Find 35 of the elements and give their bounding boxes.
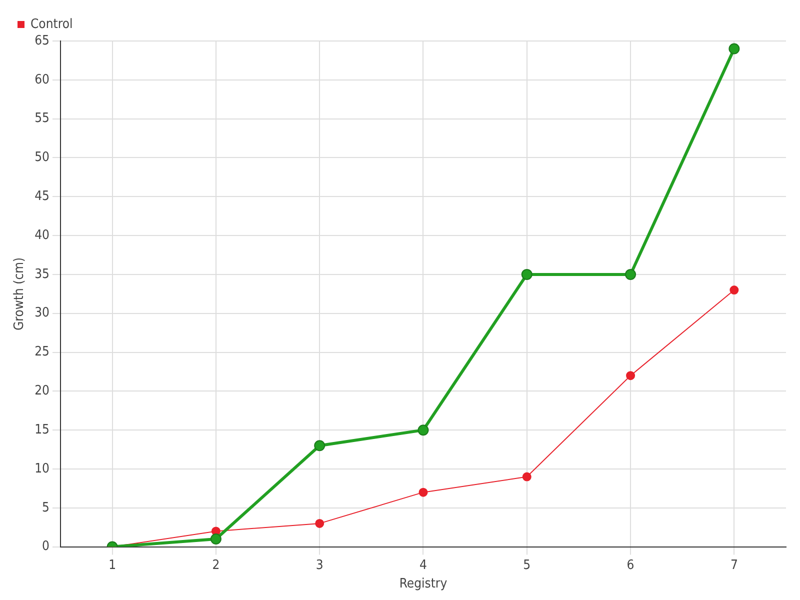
y-tick-label: 15 [34, 422, 50, 438]
y-axis-title: Growth (cm) [12, 257, 28, 330]
point [315, 518, 324, 528]
point [314, 440, 326, 452]
point [521, 268, 532, 280]
y-tick-label: 20 [34, 384, 50, 399]
y-tick-label: 0 [42, 539, 50, 554]
point [210, 534, 222, 545]
y-tick-label: 10 [34, 461, 50, 476]
x-tick-label: 5 [523, 558, 531, 573]
y-tick-label: 65 [34, 33, 50, 48]
point [625, 268, 636, 280]
point [728, 43, 740, 54]
x-tick-label: 4 [420, 558, 427, 573]
x-tick-label: 3 [316, 558, 324, 573]
point [626, 371, 636, 380]
y-tick-label: 25 [34, 344, 50, 360]
y-tick-label: 50 [34, 150, 50, 166]
y-tick-label: 40 [34, 228, 50, 243]
point [418, 424, 429, 436]
point [730, 286, 739, 295]
y-tick-label: 30 [34, 306, 50, 321]
y-tick-label: 55 [34, 111, 50, 126]
x-tick-label: 6 [626, 558, 634, 573]
point [418, 488, 428, 497]
x-tick-label: 7 [730, 558, 738, 573]
legend-label: Control [30, 16, 73, 32]
point [522, 472, 532, 482]
y-tick-label: 5 [42, 500, 50, 516]
x-tick-label: 2 [212, 558, 220, 573]
x-tick-label: 1 [108, 558, 116, 573]
y-tick-label: 35 [34, 266, 50, 282]
y-tick-label: 60 [34, 72, 50, 88]
y-tick-label: 45 [34, 189, 50, 204]
x-axis-title: Registry [399, 576, 448, 592]
